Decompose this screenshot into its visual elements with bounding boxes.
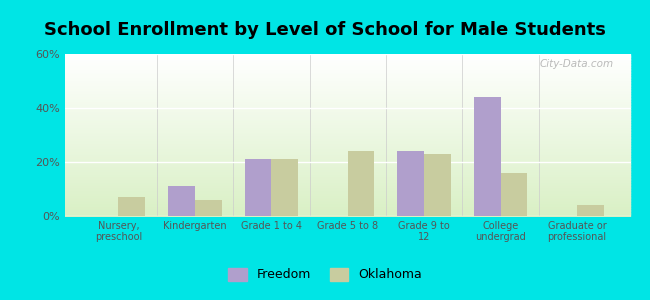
Bar <box>397 151 424 216</box>
Bar <box>244 159 271 216</box>
Bar <box>271 159 298 216</box>
Bar <box>424 154 451 216</box>
Legend: Freedom, Oklahoma: Freedom, Oklahoma <box>222 262 428 288</box>
Bar <box>168 186 195 216</box>
Bar <box>474 97 500 216</box>
Bar <box>195 200 222 216</box>
Bar <box>348 151 374 216</box>
Text: City-Data.com: City-Data.com <box>540 59 614 69</box>
Bar <box>577 205 604 216</box>
Text: School Enrollment by Level of School for Male Students: School Enrollment by Level of School for… <box>44 21 606 39</box>
Bar <box>500 173 527 216</box>
Bar <box>118 197 145 216</box>
